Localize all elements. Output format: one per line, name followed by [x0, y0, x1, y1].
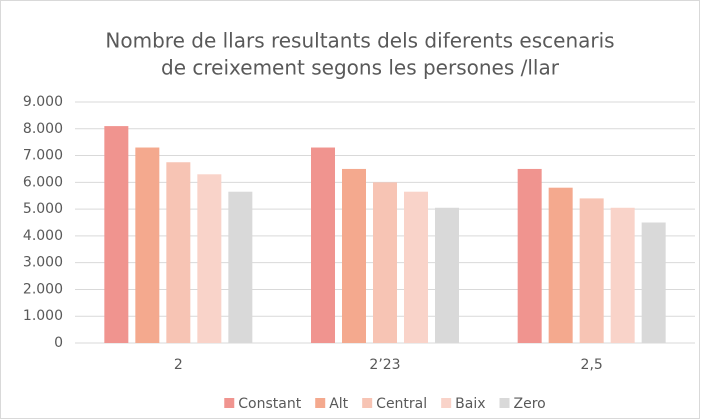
legend-swatch: [224, 398, 235, 408]
legend-label: Alt: [329, 396, 348, 412]
x-tick-label: 2’23: [369, 357, 400, 373]
bar: [228, 191, 253, 343]
chart-title: de creixement segons les persones /llar: [161, 56, 560, 80]
bar: [435, 207, 459, 343]
bar: [373, 182, 397, 343]
x-tick-label: 2,5: [581, 357, 603, 373]
bar: [342, 168, 366, 343]
legend-swatch: [362, 398, 373, 408]
legend-label: Baix: [455, 396, 485, 412]
bar: [404, 191, 428, 343]
y-tick-label: 9.000: [23, 94, 63, 110]
bar: [197, 174, 222, 343]
bar: [517, 168, 542, 343]
legend-label: Zero: [514, 396, 546, 412]
legend-label: Central: [376, 396, 427, 412]
bar: [610, 207, 635, 343]
legend-swatch: [499, 398, 510, 408]
y-tick-label: 6.000: [23, 174, 63, 190]
y-tick-label: 5.000: [23, 201, 63, 217]
y-tick-label: 1.000: [23, 308, 63, 324]
bar: [579, 198, 604, 343]
bar: [135, 147, 160, 343]
legend-swatch: [315, 398, 326, 408]
bar: [548, 187, 573, 343]
bar: [641, 222, 666, 343]
bar: [311, 147, 335, 343]
y-tick-label: 4.000: [23, 228, 63, 244]
y-tick-label: 2.000: [23, 281, 63, 297]
chart-title: Nombre de llars resultants dels diferent…: [105, 29, 614, 53]
bar: [166, 162, 191, 343]
y-tick-label: 3.000: [23, 255, 63, 271]
y-tick-label: 0: [54, 335, 63, 351]
y-tick-label: 8.000: [23, 121, 63, 137]
y-tick-label: 7.000: [23, 148, 63, 164]
legend-label: Constant: [238, 396, 301, 412]
bar: [104, 126, 129, 343]
x-tick-label: 2: [174, 357, 183, 373]
legend-swatch: [441, 398, 452, 408]
